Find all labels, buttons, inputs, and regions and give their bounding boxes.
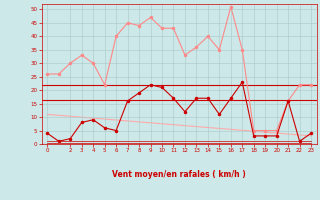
X-axis label: Vent moyen/en rafales ( km/h ): Vent moyen/en rafales ( km/h ) xyxy=(112,170,246,179)
